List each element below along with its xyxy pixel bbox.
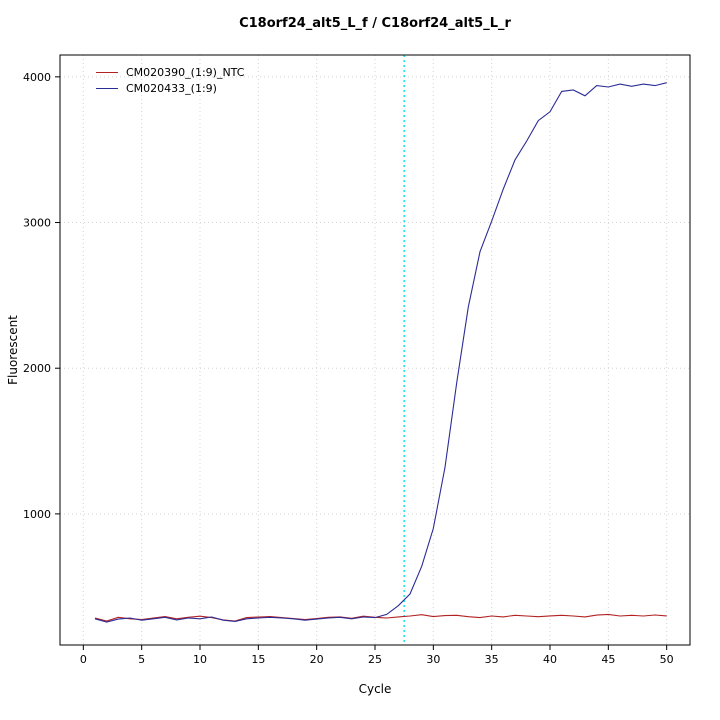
legend-label: CM020390_(1:9)_NTC bbox=[126, 65, 245, 79]
legend-label: CM020433_(1:9) bbox=[126, 81, 217, 95]
x-tick-label: 15 bbox=[251, 653, 265, 666]
x-tick-label: 25 bbox=[368, 653, 382, 666]
y-tick-label: 2000 bbox=[23, 362, 51, 375]
x-tick-label: 0 bbox=[80, 653, 87, 666]
x-tick-label: 5 bbox=[138, 653, 145, 666]
x-tick-label: 35 bbox=[485, 653, 499, 666]
legend: CM020390_(1:9)_NTC CM020433_(1:9) bbox=[92, 63, 248, 97]
series-line bbox=[94, 613, 667, 622]
legend-line-swatch bbox=[96, 71, 118, 73]
legend-item: CM020390_(1:9)_NTC bbox=[96, 65, 244, 79]
x-axis-label: Cycle bbox=[358, 682, 392, 696]
series-line bbox=[94, 82, 667, 623]
x-tick-label: 10 bbox=[193, 653, 207, 666]
x-tick-label: 30 bbox=[426, 653, 440, 666]
x-tick-label: 20 bbox=[310, 653, 324, 666]
x-tick-label: 50 bbox=[660, 653, 674, 666]
y-tick-label: 3000 bbox=[23, 217, 51, 230]
x-tick-label: 40 bbox=[543, 653, 557, 666]
y-tick-label: 4000 bbox=[23, 71, 51, 84]
chart-title: C18orf24_alt5_L_f / C18orf24_alt5_L_r bbox=[239, 16, 511, 31]
y-tick-label: 1000 bbox=[23, 508, 51, 521]
x-tick-label: 45 bbox=[601, 653, 615, 666]
legend-item: CM020433_(1:9) bbox=[96, 81, 244, 95]
legend-line-swatch bbox=[96, 87, 118, 89]
